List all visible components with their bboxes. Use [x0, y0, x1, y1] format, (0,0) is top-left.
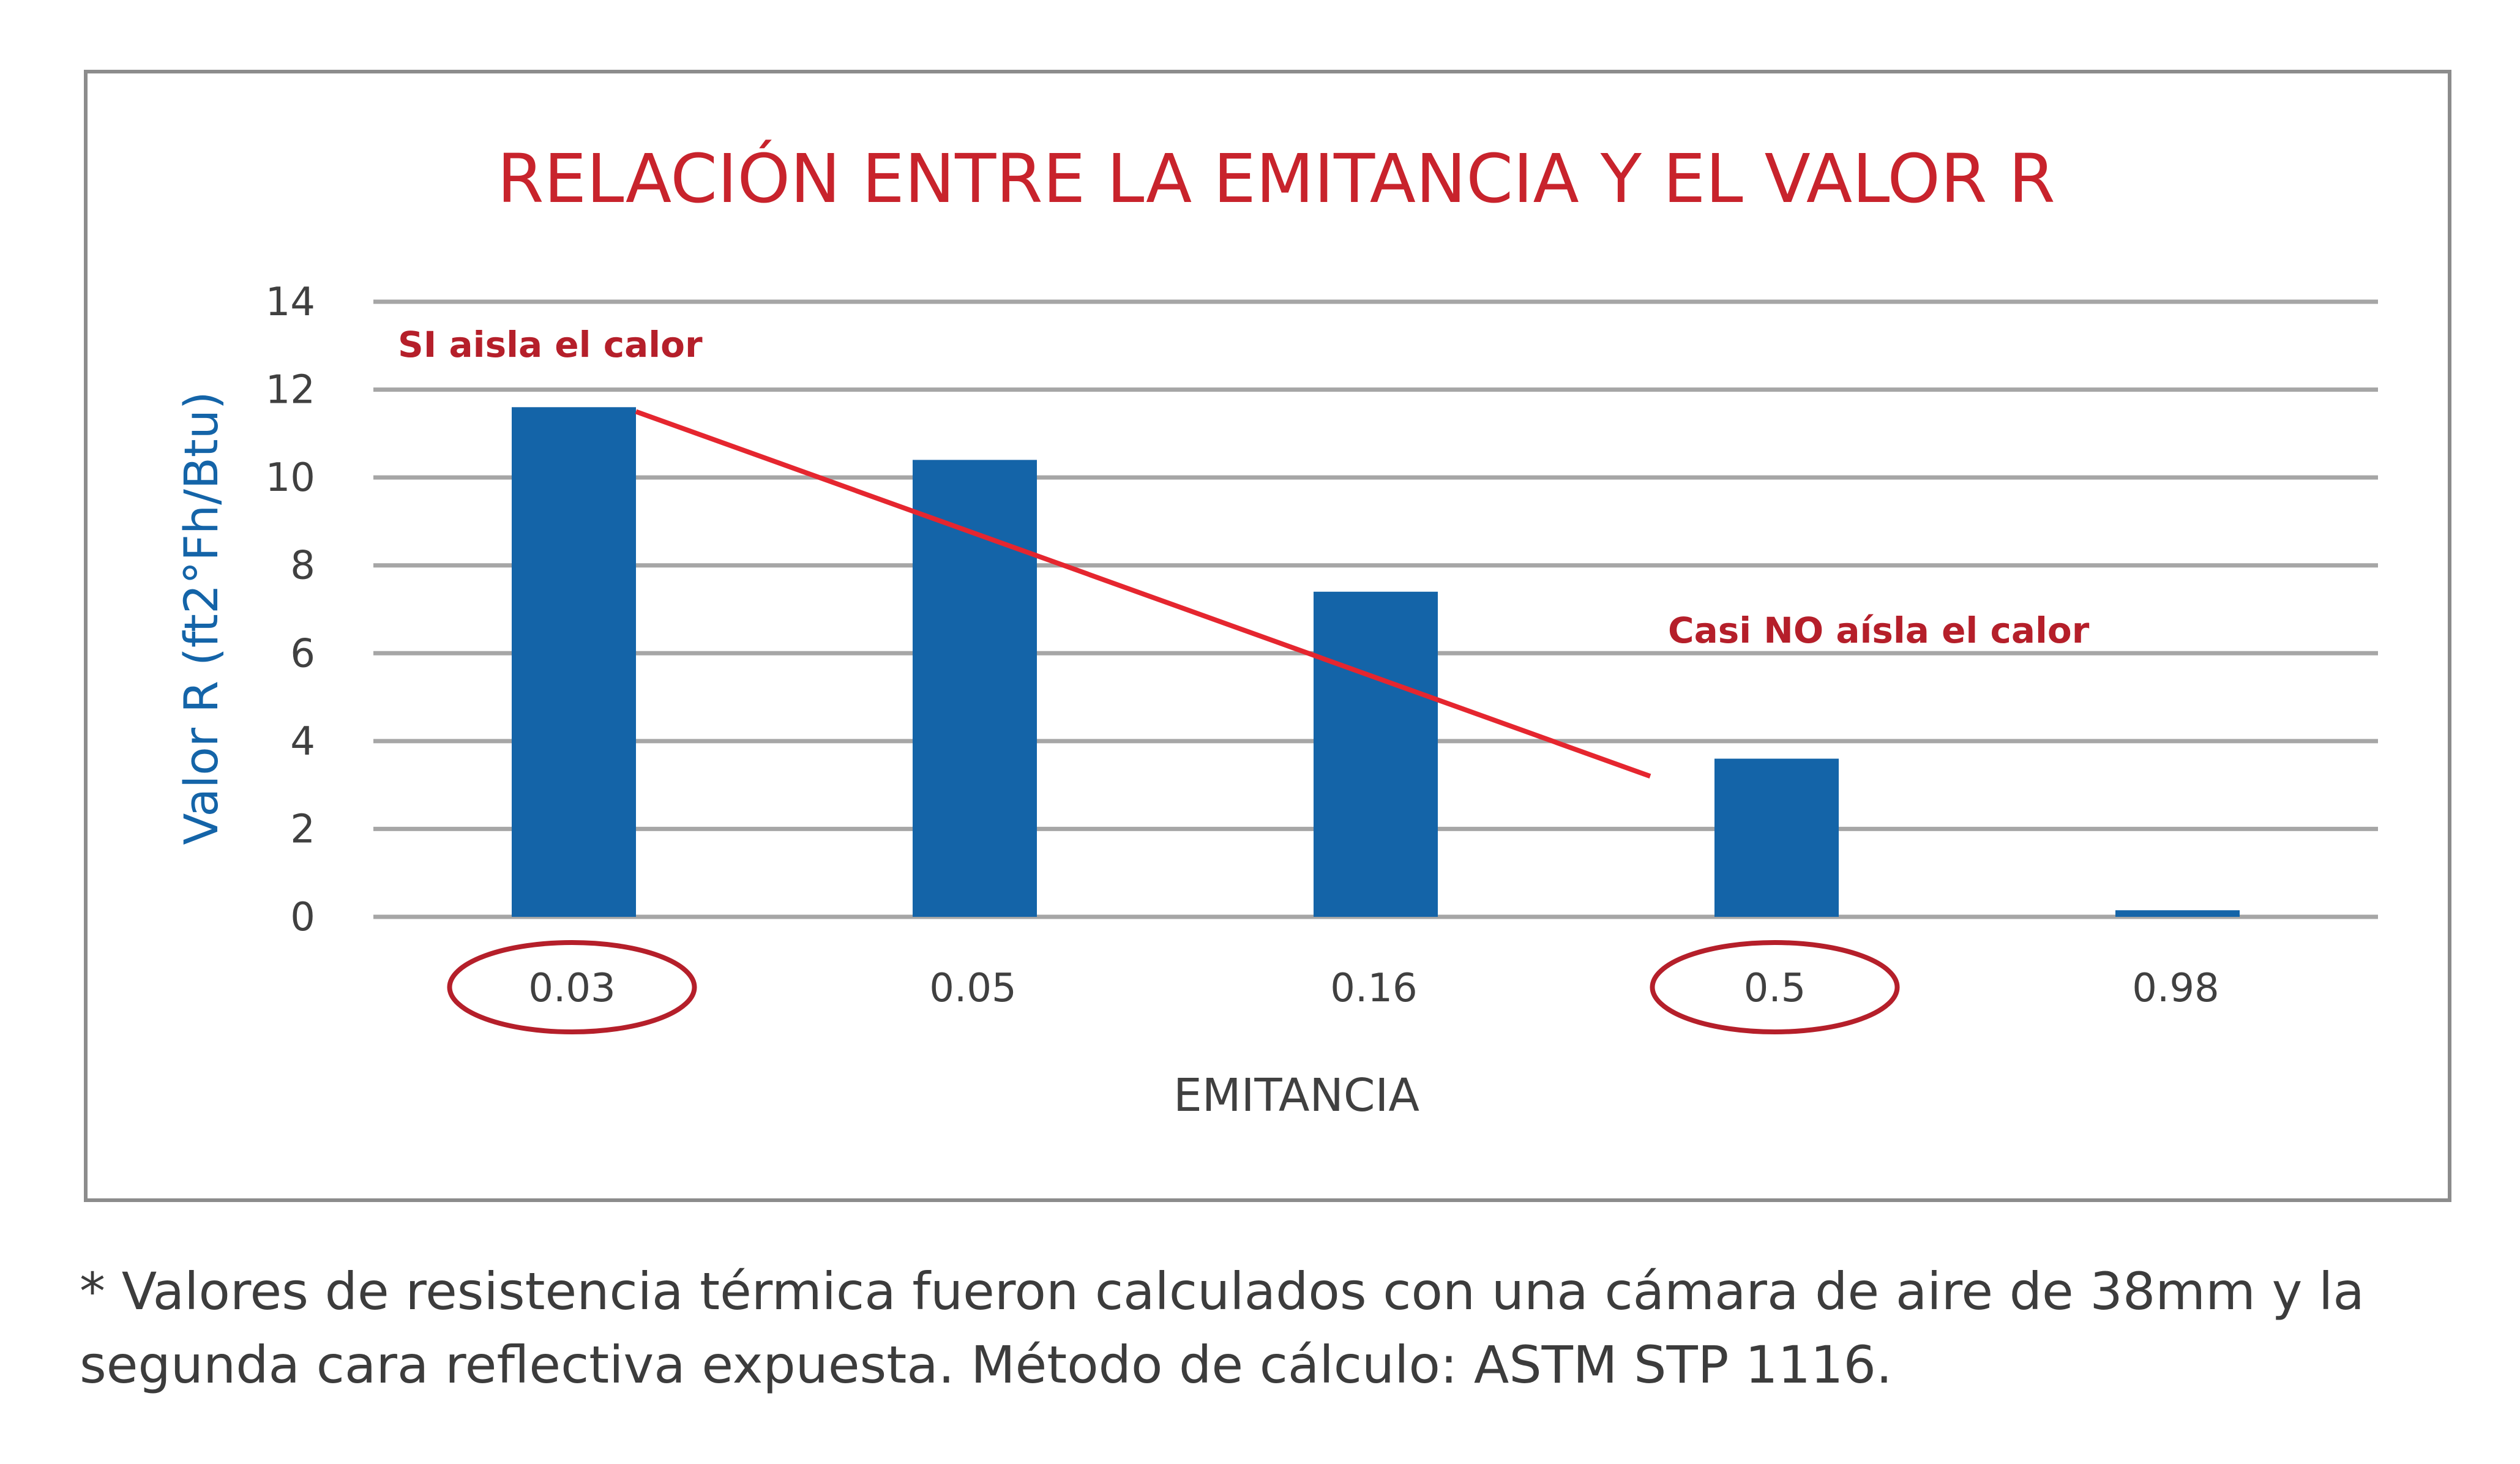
footnote: * Valores de resistencia térmica fueron … [80, 1255, 2467, 1402]
trend-line-segment [635, 409, 1651, 779]
y-axis-ticks: 0 2 4 6 8 10 12 14 [266, 280, 315, 940]
bar [913, 460, 1037, 917]
y-tick-label: 12 [266, 368, 315, 413]
chart-title: RELACIÓN ENTRE LA EMITANCIA Y EL VALOR R [497, 140, 2055, 218]
highlight-ellipse [1650, 940, 1900, 1034]
trend-line [635, 409, 1651, 779]
x-tick-label: 0.03 [528, 966, 616, 1011]
bar [1314, 591, 1438, 917]
bar [2115, 910, 2240, 917]
x-axis-label: EMITANCIA [1173, 1069, 1419, 1122]
x-axis-ticks: 0.03 0.05 0.16 0.5 0.98 [447, 940, 2219, 1034]
y-tick-label: 8 [290, 543, 315, 589]
y-tick-label: 10 [266, 455, 315, 501]
chart-frame [84, 70, 2451, 1202]
y-tick-label: 4 [290, 719, 315, 764]
x-tick-label: 0.98 [2132, 966, 2219, 1011]
bar [1714, 758, 1839, 917]
y-tick-label: 6 [290, 631, 315, 676]
y-axis-label: Valor R (ft2°Fh/Btu) [174, 391, 228, 845]
y-tick-label: 0 [290, 895, 315, 940]
annotation-casi-no-aisla: Casi NO aísla el calor [1668, 610, 2090, 651]
footnote-line-1: * Valores de resistencia térmica fueron … [80, 1261, 2365, 1321]
x-tick-label: 0.05 [929, 966, 1017, 1011]
y-tick-label: 2 [290, 807, 315, 852]
x-tick-label: 0.5 [1744, 966, 1806, 1011]
y-tick-label: 14 [266, 280, 315, 325]
footnote-line-2: segunda cara reflectiva expuesta. Método… [80, 1335, 1893, 1395]
grid-lines [373, 299, 2378, 919]
bar [512, 407, 636, 917]
chart-canvas: RELACIÓN ENTRE LA EMITANCIA Y EL VALOR R… [174, 140, 2378, 1122]
bars [512, 407, 2240, 917]
annotation-si-aisla: SI aisla el calor [398, 324, 703, 365]
x-tick-label: 0.16 [1330, 966, 1418, 1011]
highlight-ellipse [447, 940, 697, 1034]
